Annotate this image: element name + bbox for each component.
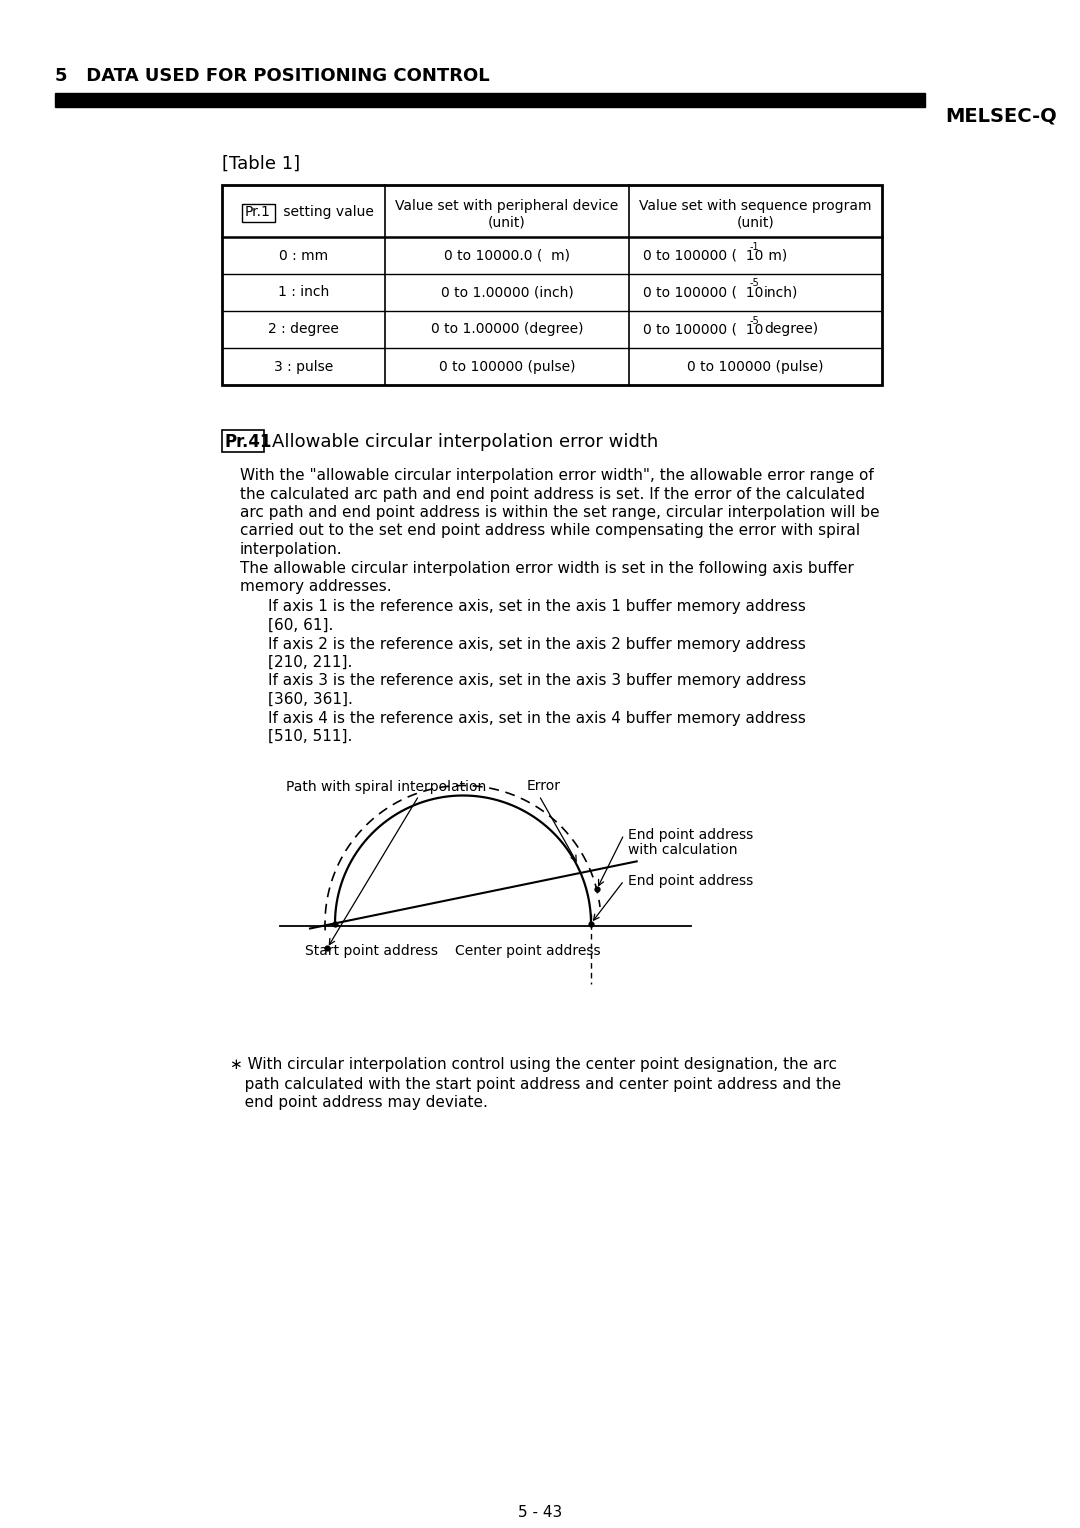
Text: Pr.41: Pr.41 xyxy=(225,432,272,451)
Text: End point address: End point address xyxy=(627,874,753,888)
Text: [360, 361].: [360, 361]. xyxy=(268,692,353,707)
Text: 2 : degree: 2 : degree xyxy=(268,322,339,336)
Text: Path with spiral interpolation: Path with spiral interpolation xyxy=(286,779,486,793)
Text: -5: -5 xyxy=(750,278,759,289)
Text: MELSEC-Q: MELSEC-Q xyxy=(945,107,1056,125)
Text: [60, 61].: [60, 61]. xyxy=(268,617,334,633)
Text: With the "allowable circular interpolation error width", the allowable error ran: With the "allowable circular interpolati… xyxy=(240,468,874,483)
Text: 1 : inch: 1 : inch xyxy=(278,286,329,299)
Text: [Table 1]: [Table 1] xyxy=(222,154,300,173)
Text: -1: -1 xyxy=(750,241,759,252)
Bar xyxy=(222,185,882,385)
Text: (unit): (unit) xyxy=(488,215,526,231)
Text: 0 to 100000 (pulse): 0 to 100000 (pulse) xyxy=(687,359,824,373)
Text: Value set with peripheral device: Value set with peripheral device xyxy=(395,199,619,212)
Text: Error: Error xyxy=(527,779,561,793)
Text: If axis 2 is the reference axis, set in the axis 2 buffer memory address: If axis 2 is the reference axis, set in … xyxy=(268,637,806,651)
Bar xyxy=(222,429,264,452)
Text: End point address: End point address xyxy=(627,828,753,842)
Text: If axis 4 is the reference axis, set in the axis 4 buffer memory address: If axis 4 is the reference axis, set in … xyxy=(268,711,806,726)
Bar xyxy=(55,93,924,107)
Text: degree): degree) xyxy=(764,322,819,336)
Text: inch): inch) xyxy=(764,286,798,299)
Text: interpolation.: interpolation. xyxy=(240,542,342,558)
Text: -5: -5 xyxy=(750,315,759,325)
Text: If axis 1 is the reference axis, set in the axis 1 buffer memory address: If axis 1 is the reference axis, set in … xyxy=(268,599,806,614)
Text: 5 - 43: 5 - 43 xyxy=(518,1505,562,1520)
Text: with calculation: with calculation xyxy=(627,842,738,857)
Text: Pr.1: Pr.1 xyxy=(245,205,271,219)
Text: 0 to 10000.0 (  m): 0 to 10000.0 ( m) xyxy=(444,249,570,263)
Text: the calculated arc path and end point address is set. If the error of the calcul: the calculated arc path and end point ad… xyxy=(240,486,865,501)
Text: [210, 211].: [210, 211]. xyxy=(268,656,352,669)
Text: 0 to 100000 (  10: 0 to 100000 ( 10 xyxy=(643,249,764,263)
Bar xyxy=(242,205,275,222)
Text: 0 to 1.00000 (inch): 0 to 1.00000 (inch) xyxy=(441,286,573,299)
Text: memory addresses.: memory addresses. xyxy=(240,579,392,594)
Text: (unit): (unit) xyxy=(737,215,774,231)
Text: path calculated with the start point address and center point address and the: path calculated with the start point add… xyxy=(230,1077,841,1091)
Text: end point address may deviate.: end point address may deviate. xyxy=(230,1096,488,1111)
Text: 0 to 100000 (pulse): 0 to 100000 (pulse) xyxy=(438,359,576,373)
Text: 0 to 100000 (  10: 0 to 100000 ( 10 xyxy=(643,286,764,299)
Text: [510, 511].: [510, 511]. xyxy=(268,729,352,744)
Text: 0 : mm: 0 : mm xyxy=(279,249,328,263)
Text: Value set with sequence program: Value set with sequence program xyxy=(639,199,872,212)
Text: m): m) xyxy=(764,249,787,263)
Text: Start point address: Start point address xyxy=(305,943,438,958)
Text: arc path and end point address is within the set range, circular interpolation w: arc path and end point address is within… xyxy=(240,504,879,520)
Text: 5   DATA USED FOR POSITIONING CONTROL: 5 DATA USED FOR POSITIONING CONTROL xyxy=(55,67,489,86)
Text: If axis 3 is the reference axis, set in the axis 3 buffer memory address: If axis 3 is the reference axis, set in … xyxy=(268,674,806,689)
Text: Allowable circular interpolation error width: Allowable circular interpolation error w… xyxy=(272,432,658,451)
Text: carried out to the set end point address while compensating the error with spira: carried out to the set end point address… xyxy=(240,524,860,538)
Text: 0 to 100000 (  10: 0 to 100000 ( 10 xyxy=(643,322,764,336)
Text: 3 : pulse: 3 : pulse xyxy=(274,359,333,373)
Text: 0 to 1.00000 (degree): 0 to 1.00000 (degree) xyxy=(431,322,583,336)
Text: The allowable circular interpolation error width is set in the following axis bu: The allowable circular interpolation err… xyxy=(240,561,854,576)
Text: setting value: setting value xyxy=(279,205,374,219)
Text: ∗ With circular interpolation control using the center point designation, the ar: ∗ With circular interpolation control us… xyxy=(230,1057,837,1073)
Text: Center point address: Center point address xyxy=(455,943,600,958)
